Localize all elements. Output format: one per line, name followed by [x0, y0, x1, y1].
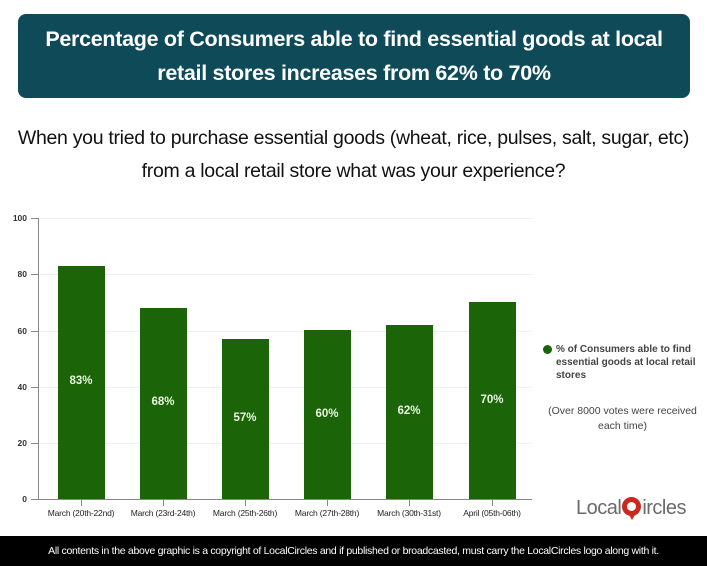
y-tick-label: 20 [17, 438, 27, 448]
x-tick-label: March (20th-22nd) [47, 508, 115, 518]
bar-value-label: 60% [315, 407, 339, 420]
gridline-100 [39, 218, 532, 219]
x-tick-label: April (05th-06th) [463, 508, 521, 518]
y-tick [31, 218, 38, 219]
y-tick-label: 80 [17, 269, 27, 279]
y-tick-label: 0 [22, 494, 27, 504]
y-axis [38, 218, 39, 500]
gridline-60 [39, 331, 532, 332]
gridline-40 [39, 387, 532, 388]
y-tick-label: 60 [17, 326, 27, 336]
bar-value-label: 83% [69, 375, 93, 388]
gridline-20 [39, 443, 532, 444]
x-tick-label: March (25th-26th) [212, 508, 278, 518]
y-tick-label: 100 [12, 213, 27, 223]
bar [468, 302, 516, 499]
bar-value-label: 70% [480, 393, 504, 406]
chart-title-banner: Percentage of Consumers able to find ess… [18, 14, 690, 98]
localcircles-logo: Local ircles [576, 497, 686, 520]
x-tick-label: March (23rd-24th) [130, 508, 196, 518]
bar-value-label: 68% [151, 396, 175, 409]
x-tick [327, 500, 328, 506]
bar-value-label: 57% [233, 411, 257, 424]
logo-pin-icon [622, 497, 642, 520]
y-tick [31, 274, 38, 275]
bar [57, 265, 105, 499]
x-tick [245, 500, 246, 506]
bar [303, 330, 351, 499]
votes-note: (Over 8000 votes were received each time… [548, 405, 697, 432]
x-tick-label: March (27th-28th) [294, 508, 360, 518]
logo-text-left: Local [576, 497, 622, 519]
y-tick [31, 387, 38, 388]
y-tick [31, 499, 38, 500]
gridline-80 [39, 274, 532, 275]
logo-text-right: ircles [642, 497, 686, 519]
y-tick-label: 40 [17, 382, 27, 392]
x-axis [38, 499, 532, 500]
bar [385, 324, 433, 499]
x-tick [409, 500, 410, 506]
bar-chart: 100 80 60 40 20 0 83% March (20th-22nd) 68… [0, 200, 707, 530]
bar-value-label: 62% [397, 404, 421, 417]
x-tick [163, 500, 164, 506]
y-tick [31, 331, 38, 332]
survey-question: When you tried to purchase essential goo… [17, 127, 690, 182]
legend-label: % of Consumers able to find essential go… [556, 344, 696, 381]
copyright-footer: All contents in the above graphic is a c… [0, 536, 707, 566]
x-tick-label: March (30th-31st) [377, 508, 441, 518]
bar [221, 338, 269, 499]
chart-title: Percentage of Consumers able to find ess… [45, 27, 663, 85]
x-tick [492, 500, 493, 506]
bar [139, 307, 187, 499]
legend-swatch-icon [543, 345, 552, 354]
y-tick [31, 443, 38, 444]
x-tick [81, 500, 82, 506]
